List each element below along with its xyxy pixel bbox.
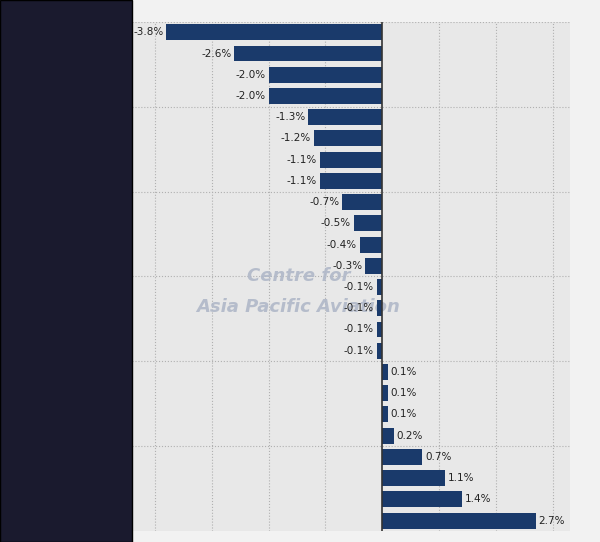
Text: -1.1%: -1.1% bbox=[287, 154, 317, 165]
Text: -0.5%: -0.5% bbox=[321, 218, 351, 228]
Text: Asia Pacific Aviation: Asia Pacific Aviation bbox=[197, 298, 400, 316]
Bar bbox=[308, 109, 382, 125]
Text: -0.1%: -0.1% bbox=[344, 304, 374, 313]
Bar bbox=[235, 46, 382, 61]
Text: -3.8%: -3.8% bbox=[133, 27, 163, 37]
Bar bbox=[382, 470, 445, 486]
Bar bbox=[320, 173, 382, 189]
Text: 0.1%: 0.1% bbox=[391, 388, 417, 398]
Text: 0.1%: 0.1% bbox=[391, 409, 417, 420]
Text: -1.2%: -1.2% bbox=[281, 133, 311, 144]
Text: 0.7%: 0.7% bbox=[425, 452, 451, 462]
Bar bbox=[382, 385, 388, 401]
Text: 0.1%: 0.1% bbox=[391, 367, 417, 377]
Bar bbox=[269, 67, 382, 83]
Text: 0.2%: 0.2% bbox=[397, 431, 423, 441]
Bar bbox=[314, 131, 382, 146]
Text: Centre for: Centre for bbox=[247, 267, 350, 286]
Bar bbox=[166, 24, 382, 40]
Bar bbox=[359, 237, 382, 253]
Bar bbox=[382, 449, 422, 465]
Text: -0.1%: -0.1% bbox=[344, 325, 374, 334]
Bar bbox=[382, 513, 536, 528]
Text: -2.6%: -2.6% bbox=[201, 49, 232, 59]
Bar bbox=[382, 364, 388, 380]
Bar bbox=[377, 300, 382, 316]
Bar bbox=[320, 152, 382, 167]
Bar bbox=[377, 321, 382, 338]
Bar bbox=[269, 88, 382, 104]
Text: -2.0%: -2.0% bbox=[236, 91, 266, 101]
Text: -2.0%: -2.0% bbox=[236, 70, 266, 80]
Bar bbox=[382, 406, 388, 422]
Bar bbox=[382, 492, 462, 507]
Text: 1.1%: 1.1% bbox=[448, 473, 474, 483]
Text: 2.7%: 2.7% bbox=[539, 515, 565, 526]
Text: -1.3%: -1.3% bbox=[275, 112, 305, 122]
Bar bbox=[377, 279, 382, 295]
Text: -0.1%: -0.1% bbox=[344, 282, 374, 292]
Text: -1.1%: -1.1% bbox=[287, 176, 317, 186]
Text: -0.1%: -0.1% bbox=[344, 346, 374, 356]
Bar bbox=[354, 215, 382, 231]
Text: -0.3%: -0.3% bbox=[332, 261, 362, 271]
Text: -0.7%: -0.7% bbox=[310, 197, 340, 207]
Bar bbox=[382, 428, 394, 443]
Bar bbox=[343, 194, 382, 210]
Text: 1.4%: 1.4% bbox=[465, 494, 491, 504]
Text: -0.4%: -0.4% bbox=[326, 240, 356, 249]
Bar bbox=[365, 258, 382, 274]
Bar bbox=[377, 343, 382, 359]
